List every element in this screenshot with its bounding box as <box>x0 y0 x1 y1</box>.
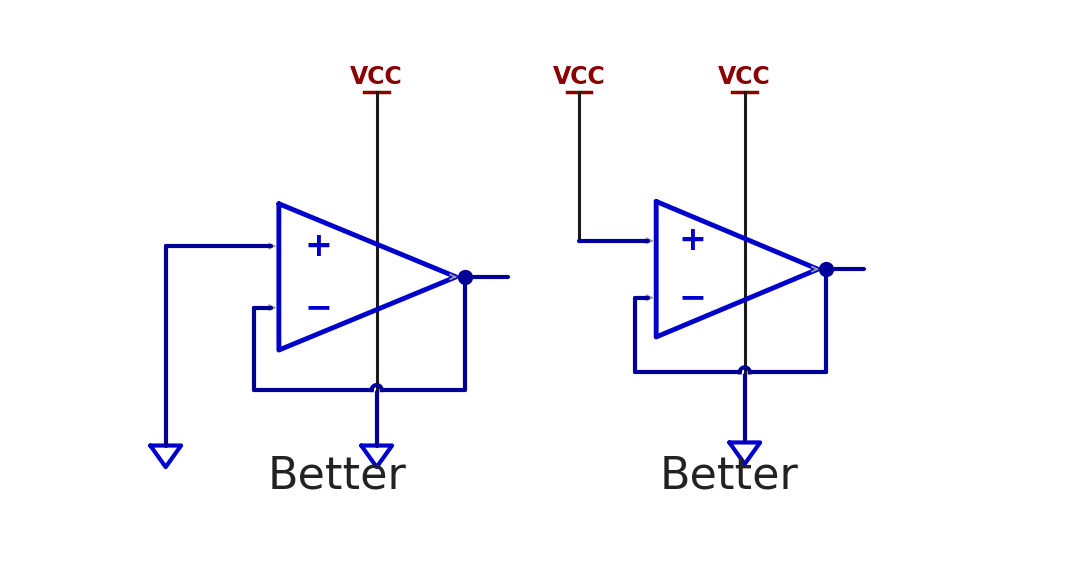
Text: −: − <box>305 291 333 324</box>
Text: +: + <box>678 224 706 257</box>
Text: −: − <box>678 281 706 314</box>
Text: +: + <box>305 229 333 263</box>
Text: VCC: VCC <box>553 65 606 89</box>
Text: Better: Better <box>268 455 406 498</box>
Text: VCC: VCC <box>350 65 403 89</box>
Text: Better: Better <box>660 455 799 498</box>
Text: VCC: VCC <box>718 65 771 89</box>
